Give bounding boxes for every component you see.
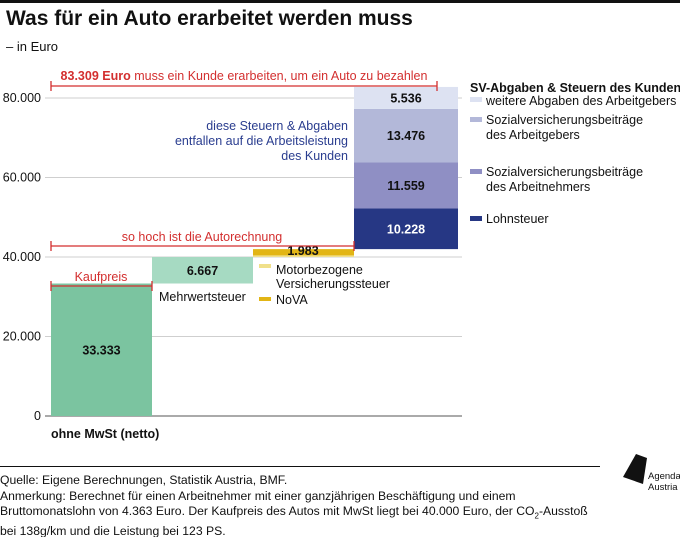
x-label-versicherungssteuer-line2: Versicherungssteuer [276,277,390,291]
bar-1 [51,283,152,416]
bar-value-label: 5.536 [390,91,421,105]
agenda-austria-logo-icon [623,454,647,484]
waterfall-chart: 0 20.000 40.000 60.000 80.000 33.333 6.667 10.2… [3,69,680,441]
steuern-annotation-line: entfallen auf die Arbeitsleistung [175,134,348,148]
remark-line-3: bei 138g/km und die Leistung bei 123 PS. [0,524,226,537]
legend-item-label: des Arbeitnehmers [486,180,590,194]
bar-2 [152,257,253,284]
bar-value-label: 33.333 [82,343,120,357]
logo-text: Agenda Austria [648,471,680,493]
source-note: Quelle: Eigene Berechnungen, Statistik A… [0,473,288,487]
legend-swatch-4 [470,216,482,221]
x-label-nova: NoVA [276,293,308,307]
steuern-annotation-line: des Kunden [281,149,348,163]
legend-item-label: Lohnsteuer [486,212,549,226]
legend-item-label: weitere Abgaben des Arbeitgebers [485,94,676,108]
x-label-netto: ohne MwSt (netto) [51,427,159,441]
remark-line-1: Anmerkung: Berechnet für einen Arbeitneh… [0,488,516,503]
chart-title: Was für ein Auto erarbeitet werden muss [6,7,413,30]
footer-notes: Quelle: Eigene Berechnungen, Statistik A… [0,473,610,537]
y-tick-label: 20.000 [3,330,41,344]
chart-subtitle: – in Euro [6,39,59,54]
bar-4 [253,249,354,256]
top-rule [0,0,680,3]
y-tick-label: 80.000 [3,91,41,105]
legend-swatch-versicherungssteuer [259,264,271,268]
autorechnung-label: so hoch ist die Autorechnung [122,230,283,244]
bar-value-label: 13.476 [387,129,425,143]
legend-item-label: des Arbeitgebers [486,128,580,142]
bar-value-label: 11.559 [387,179,425,193]
kaufpreis-label: Kaufpreis [75,270,128,284]
x-label-versicherungssteuer-line1: Motorbezogene [276,263,363,277]
x-label-mwst: Mehrwertsteuer [159,290,246,304]
bar-5 [354,208,458,250]
legend-swatch-1 [470,97,482,102]
bar-value-label: 1.983 [287,244,318,258]
y-tick-label: 60.000 [3,171,41,185]
bar-7 [354,108,458,163]
legend-item-label: Sozialversicherungsbeiträge [486,113,643,127]
steuern-annotation-line: diese Steuern & Abgaben [206,119,348,133]
legend-swatch-3 [470,169,482,174]
total-label: 83.309 Euro muss ein Kunde erarbeiten, u… [61,69,428,83]
legend-item-label: Sozialversicherungsbeiträge [486,165,643,179]
remark-line-2: Bruttomonatslohn von 4.363 Euro. Der Kau… [0,504,588,521]
legend-swatch-2 [470,117,482,122]
footer-rule [0,466,600,467]
legend-swatch-nova [259,297,271,301]
bar-3 [253,255,354,257]
y-tick-label: 40.000 [3,250,41,264]
bar-6 [354,162,458,209]
legend-title: SV-Abgaben & Steuern des Kunden: [470,81,680,95]
y-tick-label: 0 [34,409,41,423]
bar-value-label: 10.228 [387,222,425,236]
bar-8 [354,86,458,109]
bar-value-label: 6.667 [187,264,218,278]
